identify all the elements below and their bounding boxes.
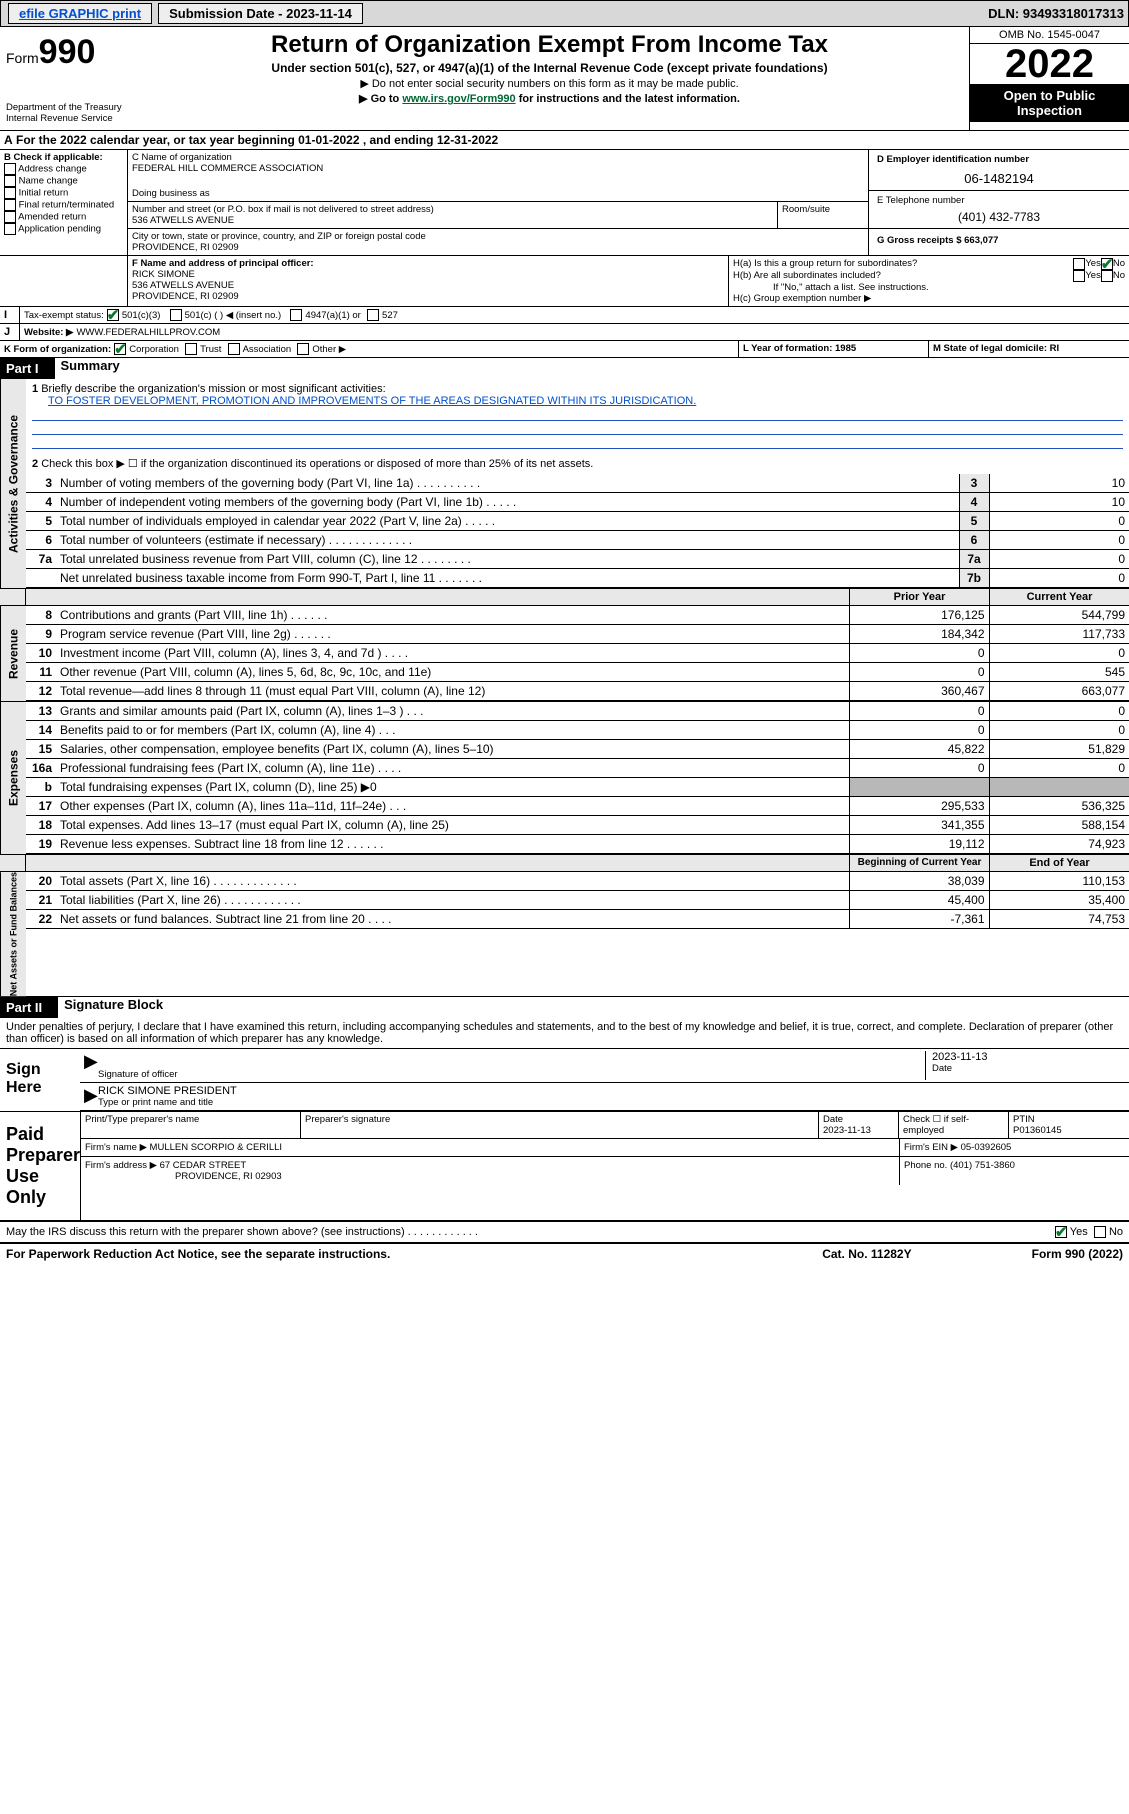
j-label: Website: ▶ [24,327,73,338]
dln: DLN: 93493318017313 [988,6,1124,21]
hdr-end: End of Year [989,855,1129,871]
e-label: E Telephone number [877,195,1121,206]
paid-preparer: Paid Preparer Use Only Print/Type prepar… [0,1112,1129,1222]
l2: Check this box ▶ ☐ if the organization d… [41,458,593,470]
gov-table: 3Number of voting members of the governi… [26,474,1129,588]
block-bcdefg: B Check if applicable: Address change Na… [0,150,1129,256]
hdr-curr: Current Year [989,589,1129,605]
submission-btn: Submission Date - 2023-11-14 [158,3,363,24]
part1-header: Part I Summary [0,358,1129,379]
footer: For Paperwork Reduction Act Notice, see … [0,1243,1129,1264]
website: WWW.FEDERALHILLPROV.COM [76,327,220,338]
tax-year: 2022 [970,44,1129,84]
g-receipts: G Gross receipts $ 663,077 [869,229,1129,252]
f-addr2: PROVIDENCE, RI 02909 [132,291,724,302]
form-label: Form990 [6,33,124,72]
city: PROVIDENCE, RI 02909 [132,242,864,253]
note1: ▶ Do not enter social security numbers o… [134,77,965,90]
subtitle: Under section 501(c), 527, or 4947(a)(1)… [134,61,965,75]
k-corp[interactable] [114,343,126,355]
k-label: K Form of organization: [4,344,111,355]
line-a: A For the 2022 calendar year, or tax yea… [0,131,1129,150]
addr: 536 ATWELLS AVENUE [132,215,773,226]
section-net: Net Assets or Fund Balances 20Total asse… [0,872,1129,997]
i-label: Tax-exempt status: [24,310,104,321]
declaration: Under penalties of perjury, I declare th… [0,1018,1129,1049]
may-discuss: May the IRS discuss this return with the… [6,1226,478,1238]
sign-here: Sign Here ▶ Signature of officer 2023-11… [0,1049,1129,1112]
discuss-yes[interactable] [1055,1226,1067,1238]
dba-label: Doing business as [132,188,864,199]
room: Room/suite [778,202,868,228]
i-501c3[interactable] [107,309,119,321]
officer-name: RICK SIMONE PRESIDENT [98,1085,1125,1097]
irs-link[interactable]: www.irs.gov/Form990 [402,93,515,105]
phone: (401) 432-7783 [877,210,1121,224]
block-fh: F Name and address of principal officer:… [0,256,1129,307]
section-revenue: Revenue 8Contributions and grants (Part … [0,606,1129,702]
hdr-prior: Prior Year [849,589,989,605]
f-label: F Name and address of principal officer: [132,258,724,269]
section-governance: Activities & Governance 1 Briefly descri… [0,379,1129,589]
b-label: B Check if applicable: [4,152,123,163]
ein: 06-1482194 [877,171,1121,186]
f-addr1: 536 ATWELLS AVENUE [132,280,724,291]
discuss-no[interactable] [1094,1226,1106,1238]
l1a: Briefly describe the organization's miss… [41,383,385,395]
d-label: D Employer identification number [877,154,1121,165]
l-year: L Year of formation: 1985 [739,341,929,357]
section-expenses: Expenses 13Grants and similar amounts pa… [0,702,1129,855]
irs: Internal Revenue Service [6,113,124,124]
hb-note: If "No," attach a list. See instructions… [733,282,1125,293]
part2-header: Part II Signature Block [0,997,1129,1018]
open-public: Open to Public Inspection [970,84,1129,122]
ha-yes[interactable] [1073,258,1085,270]
org-name: FEDERAL HILL COMMERCE ASSOCIATION [132,163,864,174]
f-name: RICK SIMONE [132,269,724,280]
note2: ▶ Go to www.irs.gov/Form990 for instruct… [134,92,965,105]
form-title: Return of Organization Exempt From Incom… [134,31,965,59]
hdr-beg: Beginning of Current Year [849,855,989,871]
hb-no[interactable] [1101,270,1113,282]
hc: H(c) Group exemption number ▶ [733,293,1125,304]
ha: H(a) Is this a group return for subordin… [733,258,1073,270]
addr-label: Number and street (or P.O. box if mail i… [132,204,773,215]
topbar: efile GRAPHIC print Submission Date - 20… [0,0,1129,27]
ha-no[interactable] [1101,258,1113,270]
hb-yes[interactable] [1073,270,1085,282]
efile-btn[interactable]: efile GRAPHIC print [8,3,152,24]
hb: H(b) Are all subordinates included? [733,270,1073,282]
form-header: Form990 Department of the Treasury Inter… [0,27,1129,131]
mission[interactable]: TO FOSTER DEVELOPMENT, PROMOTION AND IMP… [32,395,1123,407]
m-state: M State of legal domicile: RI [929,341,1129,357]
c-label: C Name of organization [132,152,864,163]
city-label: City or town, state or province, country… [132,231,864,242]
dept: Department of the Treasury [6,102,124,113]
